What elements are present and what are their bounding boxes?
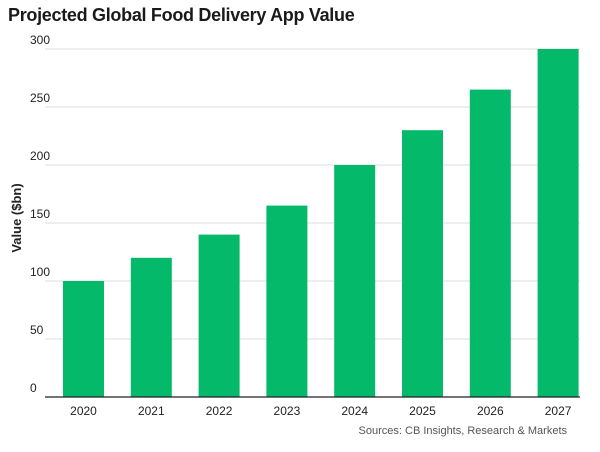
bars bbox=[63, 49, 579, 397]
y-tick-label: 100 bbox=[30, 265, 50, 279]
y-tick-labels: 0 50 100 150 200 250 300 bbox=[30, 33, 50, 395]
y-tick-label: 250 bbox=[30, 91, 50, 105]
x-tick-label: 2021 bbox=[138, 404, 165, 418]
x-tick-label: 2024 bbox=[341, 404, 368, 418]
x-tick-label: 2023 bbox=[274, 404, 301, 418]
bar-2025 bbox=[402, 130, 443, 397]
bar-2027 bbox=[537, 49, 579, 397]
bar-2026 bbox=[469, 89, 511, 397]
bar-2024 bbox=[334, 165, 376, 397]
chart-title: Projected Global Food Delivery App Value bbox=[8, 5, 355, 25]
x-tick-label: 2020 bbox=[70, 404, 97, 418]
y-axis-label: Value ($bn) bbox=[9, 183, 24, 252]
bar-2023 bbox=[266, 205, 308, 397]
y-tick-label: 300 bbox=[30, 33, 50, 47]
bar-2021 bbox=[130, 257, 172, 397]
bar-2020 bbox=[63, 281, 104, 397]
x-tick-label: 2026 bbox=[477, 404, 504, 418]
x-tick-label: 2025 bbox=[409, 404, 436, 418]
x-tick-label: 2022 bbox=[206, 404, 233, 418]
y-tick-label: 0 bbox=[30, 381, 37, 395]
source-note: Sources: CB Insights, Research & Markets bbox=[358, 425, 567, 437]
bar-2022 bbox=[198, 234, 240, 397]
y-tick-label: 200 bbox=[30, 149, 50, 163]
x-tick-labels: 2020 2021 2022 2023 2024 2025 2026 2027 bbox=[70, 404, 572, 418]
y-tick-label: 150 bbox=[30, 207, 50, 221]
x-tick-label: 2027 bbox=[545, 404, 572, 418]
y-tick-label: 50 bbox=[30, 323, 44, 337]
